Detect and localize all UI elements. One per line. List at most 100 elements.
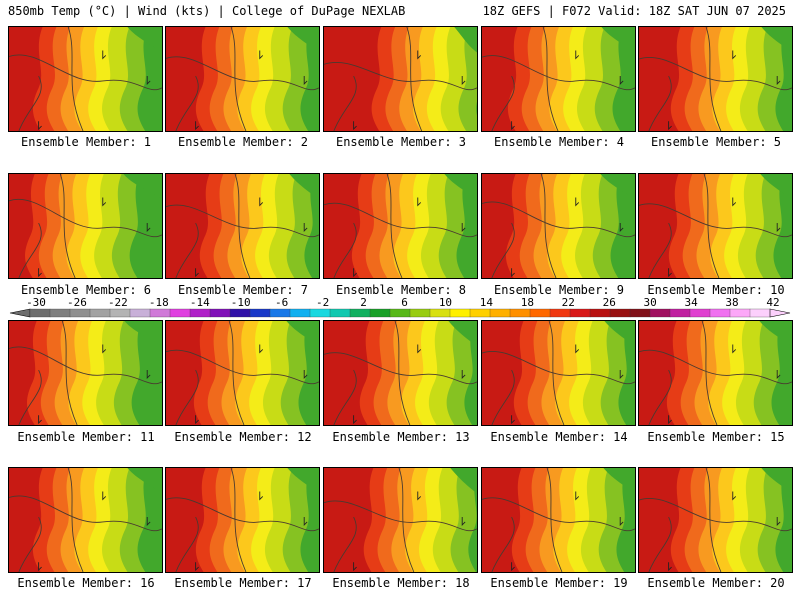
- wind-barb: [303, 517, 308, 526]
- temperature-band: [300, 468, 319, 572]
- ensemble-member-label: Ensemble Member: 11: [17, 430, 155, 444]
- height-contour: [333, 369, 357, 425]
- wind-barb: [575, 344, 580, 354]
- wind-barb: [353, 562, 357, 572]
- colorbar-segment: [109, 308, 131, 318]
- colorbar-tick-label: 42: [766, 297, 779, 309]
- height-contour: [324, 62, 477, 91]
- wind-barb: [417, 491, 422, 501]
- height-contour: [61, 321, 78, 425]
- wind-barb: [732, 344, 737, 354]
- temperature-band: [137, 27, 162, 131]
- colorbar-segment: [129, 308, 151, 318]
- temperature-band: [287, 468, 319, 494]
- height-contour: [639, 57, 792, 91]
- height-contour: [166, 56, 319, 91]
- height-contour: [491, 75, 515, 131]
- colorbar-tick-label: 30: [644, 297, 657, 309]
- height-contour: [394, 321, 411, 425]
- height-contour: [67, 27, 84, 131]
- height-contour: [324, 352, 477, 385]
- wind-barb: [417, 197, 422, 207]
- ensemble-member-label: Ensemble Member: 7: [177, 283, 309, 297]
- wind-barb: [102, 197, 107, 207]
- wind-barb: [38, 415, 42, 425]
- height-contour: [491, 516, 515, 572]
- height-contour: [230, 27, 247, 131]
- ensemble-member-map: [481, 467, 636, 573]
- ensemble-member-map: [638, 173, 793, 279]
- ensemble-member-label: Ensemble Member: 16: [17, 576, 155, 590]
- colorbar-segment: [689, 308, 711, 318]
- colorbar-tick-label: 34: [684, 297, 698, 309]
- ensemble-member-label: Ensemble Member: 15: [647, 430, 785, 444]
- colorbar-segment: [169, 308, 191, 318]
- colorbar-segment: [409, 308, 431, 318]
- colorbar-segment: [349, 308, 371, 318]
- colorbar-tick-label: -18: [149, 297, 169, 309]
- ensemble-member-map: [165, 467, 320, 573]
- height-contour: [166, 349, 319, 385]
- colorbar-segment: [729, 308, 751, 318]
- height-contour: [491, 369, 515, 425]
- wind-barb: [195, 562, 199, 572]
- wind-barb: [303, 223, 308, 232]
- height-contour: [491, 222, 515, 278]
- temperature-band: [124, 321, 162, 347]
- temperature-band: [761, 27, 792, 53]
- colorbar-segment: [389, 308, 411, 318]
- height-contour: [482, 351, 635, 385]
- height-contour: [648, 369, 672, 425]
- height-contour: [324, 202, 477, 238]
- wind-barb: [619, 370, 624, 379]
- ensemble-member-map: [165, 320, 320, 426]
- height-contour: [546, 468, 563, 572]
- wind-barb: [38, 121, 42, 131]
- ensemble-member-map: [165, 26, 320, 132]
- temperature-band: [616, 468, 635, 572]
- wind-barb: [102, 50, 107, 60]
- temperature-band: [450, 468, 477, 494]
- ensemble-member-map: [481, 320, 636, 426]
- ensemble-member-map: [638, 467, 793, 573]
- ensemble-member-map: [638, 320, 793, 426]
- wind-barb: [619, 223, 624, 232]
- ensemble-member-label: Ensemble Member: 12: [174, 430, 312, 444]
- colorbar-tick-label: -10: [231, 297, 251, 309]
- height-contour: [9, 198, 162, 238]
- temperature-band: [464, 321, 477, 425]
- colorbar-tick-label: -6: [275, 297, 288, 309]
- colorbar-segment: [529, 308, 551, 318]
- colorbar-segment: [569, 308, 591, 318]
- wind-barb: [146, 370, 151, 379]
- height-contour: [175, 369, 199, 425]
- height-contour: [333, 516, 357, 572]
- height-contour: [59, 174, 76, 278]
- ensemble-member-map: [165, 173, 320, 279]
- temperature-band: [123, 174, 162, 200]
- temperature-band: [304, 174, 319, 278]
- temperature-band: [448, 321, 477, 347]
- height-contour: [228, 321, 245, 425]
- wind-barb: [259, 197, 264, 207]
- wind-barb: [511, 121, 515, 131]
- wind-barb: [38, 268, 42, 278]
- temperature-band: [458, 27, 477, 131]
- ensemble-member-map: [481, 173, 636, 279]
- temperature-band: [601, 27, 635, 53]
- height-contour: [648, 222, 672, 278]
- height-contour: [482, 55, 635, 91]
- height-contour: [18, 75, 42, 131]
- height-contour: [175, 222, 199, 278]
- colorbar-segment: [49, 308, 71, 318]
- wind-barb: [461, 76, 466, 85]
- wind-barb: [461, 517, 466, 526]
- height-contour: [234, 174, 251, 278]
- colorbar-segment: [489, 308, 511, 318]
- ensemble-member-label: Ensemble Member: 2: [177, 135, 309, 149]
- ensemble-member-label: Ensemble Member: 8: [335, 283, 467, 297]
- height-contour: [18, 222, 42, 278]
- height-contour: [639, 498, 792, 532]
- colorbar-segment: [609, 308, 631, 318]
- colorbar-segment: [249, 308, 271, 318]
